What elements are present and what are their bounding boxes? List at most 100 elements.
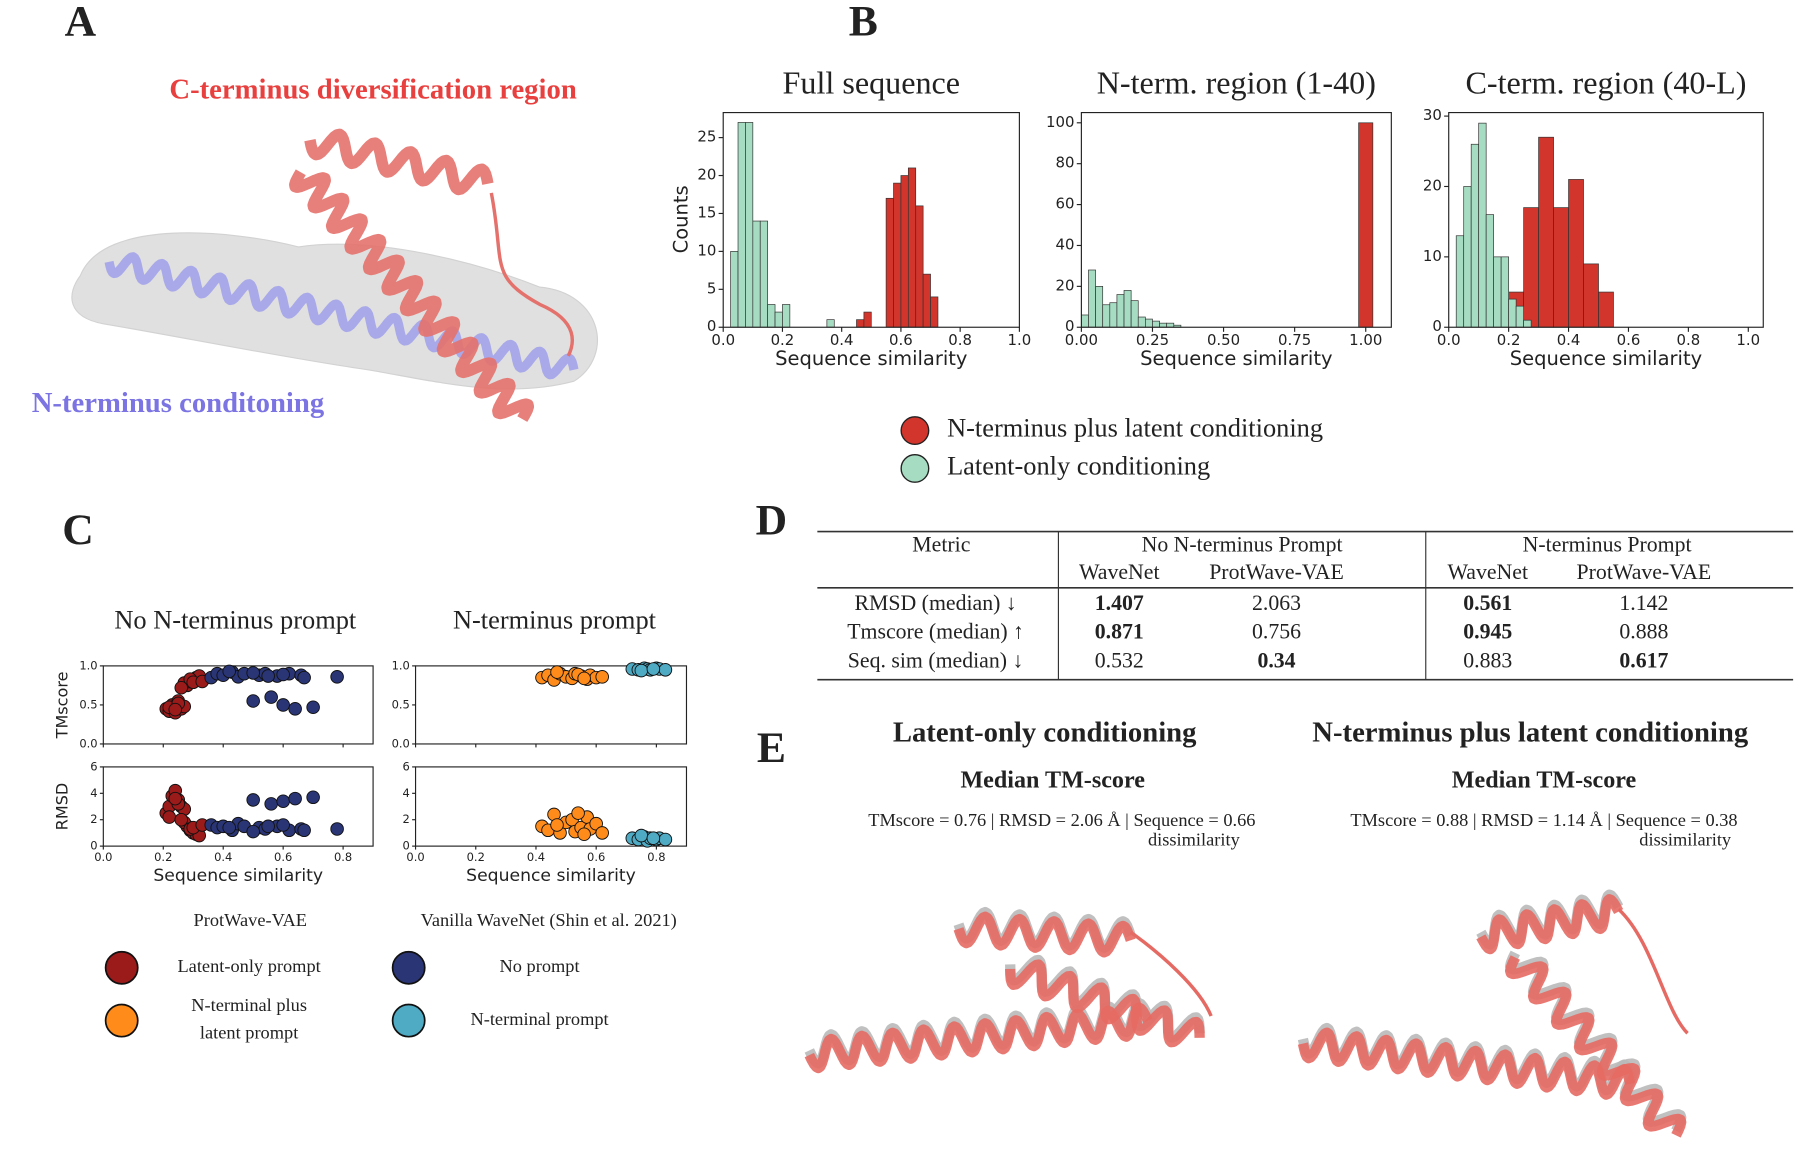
legend-marker [104, 950, 139, 985]
table-cell: 1.142 [1619, 591, 1668, 615]
table-subheader: ProtWave-VAE [1209, 560, 1344, 584]
y-axis-label: TMscore [53, 671, 72, 739]
chart-title: N-terminus prompt [453, 604, 657, 634]
region-label: C-terminus diversification region [169, 73, 576, 105]
x-tick-label: 0.0 [406, 850, 424, 864]
bar [1455, 235, 1465, 328]
table-subheader: WaveNet [1447, 560, 1528, 584]
x-axis-label: Sequence similarity [153, 866, 323, 886]
panel-label: D [756, 497, 788, 545]
x-tick-label: 0.0 [94, 850, 112, 864]
x-tick-label: 0.4 [1557, 331, 1581, 349]
panel-label: E [757, 724, 786, 772]
table-row-label: Seq. sim (median) ↓ [848, 648, 1024, 672]
y-tick-label: 0 [1432, 317, 1441, 335]
bar [1538, 136, 1554, 328]
x-tick-label: 0.25 [1136, 331, 1169, 349]
structure-title: N-terminus plus latent conditioning [1312, 716, 1749, 748]
point [276, 818, 290, 832]
x-tick-label: 0.0 [711, 331, 735, 349]
bar [1485, 214, 1495, 328]
bar [752, 220, 761, 328]
bar [1598, 291, 1614, 328]
structure-subtitle: Median TM-score [960, 767, 1145, 793]
x-tick-label: 0.2 [467, 850, 485, 864]
bar [767, 304, 776, 328]
x-tick-label: 1.0 [1008, 331, 1032, 349]
point [174, 680, 189, 695]
table-row-label: RMSD (median) ↓ [854, 591, 1016, 615]
chart-title: C-term. region (40-L) [1465, 65, 1746, 101]
table-subheader: ProtWave-VAE [1577, 560, 1712, 584]
point [577, 827, 591, 842]
structure-caption: dissimilarity [1639, 830, 1732, 850]
point [550, 665, 564, 679]
legend-marker [900, 453, 930, 483]
y-tick-label: 5 [707, 279, 716, 297]
helix [1005, 959, 1205, 1048]
x-axis-label: Sequence similarity [775, 347, 967, 370]
point [646, 662, 661, 676]
y-tick-label: 2 [90, 812, 97, 826]
table-cell: 0.532 [1095, 648, 1144, 672]
helix [304, 128, 494, 196]
bar [907, 167, 917, 328]
bar [1145, 318, 1153, 328]
bar [826, 319, 835, 328]
bar [1081, 314, 1089, 328]
table-cell: 0.888 [1619, 620, 1668, 644]
legend-title: Vanilla WaveNet (Shin et al. 2021) [421, 910, 677, 931]
point [174, 812, 189, 827]
y-tick-label: 10 [697, 241, 716, 259]
x-tick-label: 0.4 [527, 850, 545, 864]
point [330, 670, 344, 684]
legend-marker [900, 416, 930, 446]
y-tick-label: 1.0 [79, 658, 97, 672]
molecules [104, 128, 1689, 1138]
point [246, 793, 260, 807]
bar [1109, 302, 1118, 328]
y-tick-label: 4 [90, 786, 97, 800]
point [297, 823, 311, 838]
bar [759, 220, 768, 328]
point [246, 694, 260, 708]
helix [1297, 1027, 1636, 1100]
x-tick-label: 0.6 [889, 331, 913, 349]
y-tick-label: 4 [403, 786, 410, 800]
loop [1617, 908, 1689, 1035]
x-tick-label: 1.0 [1736, 331, 1760, 349]
legend-label: Latent-only prompt [177, 956, 320, 976]
y-tick-label: 25 [697, 128, 716, 146]
y-tick-label: 0.5 [79, 697, 97, 711]
bar [730, 251, 739, 328]
point [246, 824, 260, 839]
y-axis-label: RMSD [53, 783, 72, 831]
y-tick-label: 0 [1065, 317, 1074, 335]
plot-frame [102, 766, 374, 847]
y-tick-label: 2 [403, 812, 410, 826]
x-tick-label: 0.6 [1617, 331, 1641, 349]
bar [885, 197, 894, 328]
x-axis-label: Sequence similarity [1510, 347, 1702, 370]
legend-label: N-terminal plus [191, 995, 307, 1015]
legend-label: N-terminus plus latent conditioning [947, 413, 1323, 443]
bar [922, 273, 931, 328]
point [595, 826, 609, 840]
bar [1095, 286, 1104, 328]
table-cell: 0.945 [1463, 620, 1512, 644]
y-tick-label: 0 [707, 317, 716, 335]
legend-marker [391, 1003, 426, 1038]
point [288, 702, 302, 716]
y-tick-label: 6 [403, 759, 410, 773]
y-tick-label: 20 [1056, 276, 1075, 294]
bar [1130, 300, 1139, 328]
x-axis-label: Sequence similarity [1140, 347, 1332, 370]
table-header: Metric [912, 533, 970, 557]
bar [1159, 322, 1168, 328]
table-cell: 0.617 [1619, 648, 1668, 672]
point [330, 822, 344, 836]
bar [745, 122, 754, 328]
point [577, 671, 591, 686]
bar [1500, 256, 1509, 328]
